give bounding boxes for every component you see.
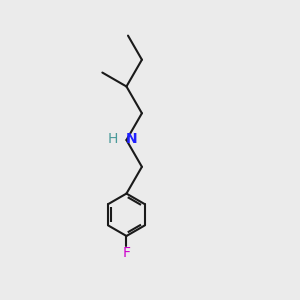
Text: H: H	[108, 132, 118, 146]
Text: F: F	[122, 246, 130, 260]
Text: N: N	[126, 132, 137, 146]
